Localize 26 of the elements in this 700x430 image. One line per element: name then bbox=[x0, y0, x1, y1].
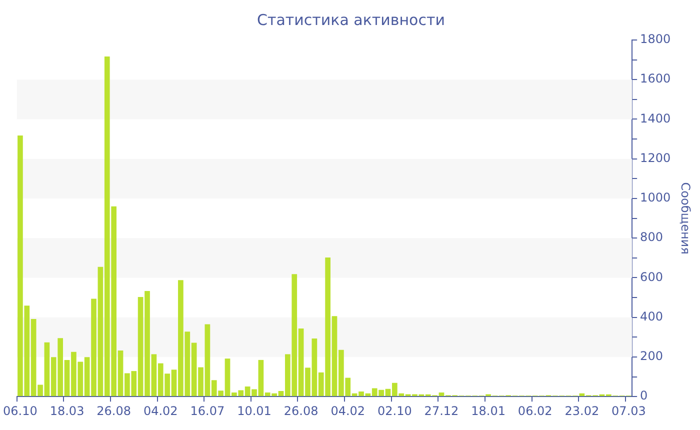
y-tick-label: 800 bbox=[640, 230, 663, 244]
x-tick-label: 07.03 bbox=[612, 404, 646, 418]
y-tick-label: 0 bbox=[640, 388, 648, 403]
x-tick-label: 26.08 bbox=[96, 404, 132, 418]
y-tick-label: 1600 bbox=[640, 72, 671, 86]
y-tick-label: 200 bbox=[640, 349, 663, 364]
chart-title: Статистика активности bbox=[257, 10, 445, 29]
y-tick-label: 1200 bbox=[640, 150, 671, 165]
x-tick-label: 04.02 bbox=[143, 404, 178, 418]
y-axis-title: Сообщения bbox=[678, 182, 693, 254]
y-tick-label: 600 bbox=[640, 270, 663, 284]
x-tick-label: 18.01 bbox=[471, 404, 506, 418]
x-tick-label: 18.03 bbox=[50, 404, 84, 418]
x-tick-label: 26.08 bbox=[284, 404, 318, 418]
x-tick-label: 27.12 bbox=[424, 404, 459, 418]
y-tick-label: 1000 bbox=[640, 190, 671, 205]
x-tick-label: 10.01 bbox=[237, 404, 272, 418]
x-tick-label: 06.10 bbox=[3, 404, 38, 418]
y-tick-label: 400 bbox=[640, 309, 663, 324]
x-tick-label: 16.07 bbox=[190, 404, 225, 418]
y-tick-label: 1400 bbox=[640, 111, 671, 126]
x-tick-label: 02.10 bbox=[377, 404, 412, 418]
x-tick-label: 04.02 bbox=[330, 404, 366, 418]
x-tick-label: 23.02 bbox=[564, 404, 600, 418]
y-tick-label: 1800 bbox=[640, 32, 671, 46]
x-tick-label: 06.02 bbox=[518, 404, 552, 418]
